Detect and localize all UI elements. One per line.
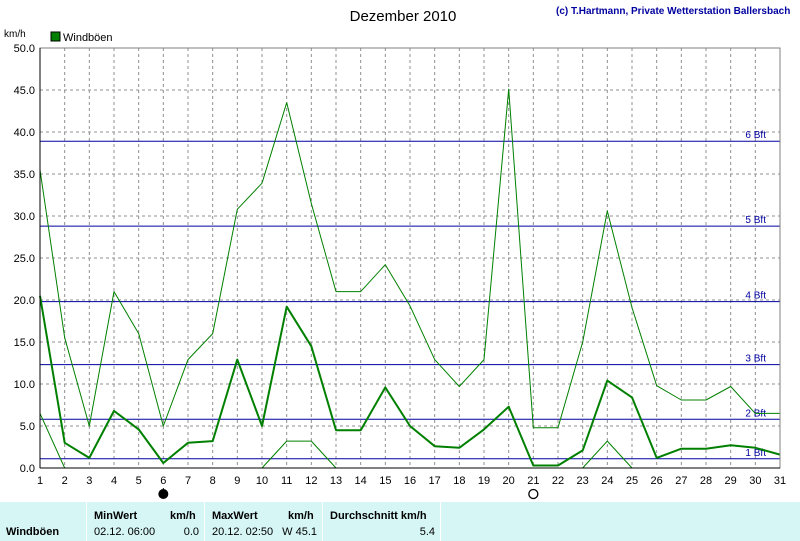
beaufort-label: 5 Bft xyxy=(745,215,766,226)
y-tick-label: 10.0 xyxy=(14,379,35,391)
x-tick-label: 25 xyxy=(626,475,638,487)
max-time: 20.12. 02:50 xyxy=(212,526,274,538)
y-tick-label: 5.0 xyxy=(20,421,35,433)
footer-avg-cell: Durchschnitt km/h 5.4 xyxy=(323,502,441,541)
x-tick-label: 7 xyxy=(185,475,191,487)
grid xyxy=(40,48,780,468)
x-tick-label: 24 xyxy=(601,475,613,487)
new-moon-icon xyxy=(158,489,169,499)
legend-swatch xyxy=(50,31,61,42)
footer-row-label: Windböen xyxy=(6,526,60,538)
series-line-min xyxy=(582,440,633,469)
max-value: W 45.1 xyxy=(282,526,317,538)
y-tick-label: 45.0 xyxy=(14,85,35,97)
y-tick-label: 40.0 xyxy=(14,127,35,139)
y-tick-label: 30.0 xyxy=(14,211,35,223)
footer-label-cell: Windböen xyxy=(0,502,87,541)
x-tick-label: 3 xyxy=(86,475,92,487)
x-tick-label: 20 xyxy=(503,475,515,487)
footer-max-cell: MaxWert km/h 20.12. 02:50 W 45.1 xyxy=(205,502,323,541)
min-value: 0.0 xyxy=(183,526,199,538)
chart-title: Dezember 2010 xyxy=(350,8,457,25)
max-unit: km/h xyxy=(288,510,314,522)
y-tick-label: 25.0 xyxy=(14,253,35,265)
x-tick-label: 12 xyxy=(305,475,317,487)
legend-label: Windböen xyxy=(63,32,113,44)
y-tick-label: 15.0 xyxy=(14,337,35,349)
x-tick-label: 8 xyxy=(210,475,216,487)
min-unit: km/h xyxy=(170,510,196,522)
x-tick-label: 4 xyxy=(111,475,117,487)
max-header: MaxWert xyxy=(212,510,258,522)
x-tick-label: 15 xyxy=(379,475,391,487)
x-tick-label: 30 xyxy=(749,475,761,487)
moon-phases xyxy=(158,488,539,500)
x-tick-label: 31 xyxy=(774,475,786,487)
x-tick-label: 14 xyxy=(355,475,367,487)
x-tick-label: 9 xyxy=(234,475,240,487)
x-tick-label: 1 xyxy=(37,475,43,487)
y-tick-label: 50.0 xyxy=(14,43,35,55)
y-tick-label: 0.0 xyxy=(20,463,35,475)
beaufort-label: 4 Bft xyxy=(745,291,766,302)
x-tick-label: 16 xyxy=(404,475,416,487)
x-tick-label: 18 xyxy=(453,475,465,487)
x-tick-label: 10 xyxy=(256,475,268,487)
tick-labels: 0.0 5.0 10.0 15.0 20.0 25.0 30.0 35.0 40.0 45.0 50… xyxy=(14,43,787,487)
footer-min-cell: MinWert km/h 02.12. 06:00 0.0 xyxy=(87,502,205,541)
series-line-max xyxy=(39,88,780,429)
x-tick-label: 19 xyxy=(478,475,490,487)
min-time: 02.12. 06:00 xyxy=(94,526,156,538)
x-tick-label: 13 xyxy=(330,475,342,487)
series-line-min xyxy=(39,413,66,469)
x-tick-label: 6 xyxy=(160,475,166,487)
beaufort-label: 1 Bft xyxy=(745,448,766,459)
x-tick-label: 17 xyxy=(429,475,441,487)
x-tick-label: 11 xyxy=(281,475,292,487)
x-tick-label: 21 xyxy=(527,475,539,487)
x-tick-label: 27 xyxy=(675,475,687,487)
x-tick-label: 5 xyxy=(136,475,142,487)
y-tick-label: 35.0 xyxy=(14,169,35,181)
series-lines xyxy=(39,88,781,469)
x-tick-label: 28 xyxy=(700,475,712,487)
y-axis-label: km/h xyxy=(4,29,26,40)
avg-header: Durchschnitt km/h xyxy=(330,510,427,522)
axes xyxy=(39,47,781,469)
beaufort-label: 3 Bft xyxy=(745,354,766,365)
avg-value: 5.4 xyxy=(419,526,435,538)
x-tick-label: 22 xyxy=(552,475,564,487)
chart-credit: (c) T.Hartmann, Private Wetterstation Ba… xyxy=(556,6,790,17)
x-tick-label: 23 xyxy=(577,475,589,487)
beaufort-label: 6 Bft xyxy=(745,130,766,141)
series-line-min xyxy=(261,440,337,469)
x-tick-label: 29 xyxy=(725,475,737,487)
y-tick-label: 20.0 xyxy=(14,295,35,307)
x-tick-label: 2 xyxy=(62,475,68,487)
series-line-mean xyxy=(39,295,781,467)
min-header: MinWert xyxy=(94,510,138,522)
full-moon-icon xyxy=(528,488,539,500)
x-tick-label: 26 xyxy=(651,475,663,487)
statistics-footer: Windböen MinWert km/h 02.12. 06:00 0.0 M… xyxy=(0,502,800,541)
